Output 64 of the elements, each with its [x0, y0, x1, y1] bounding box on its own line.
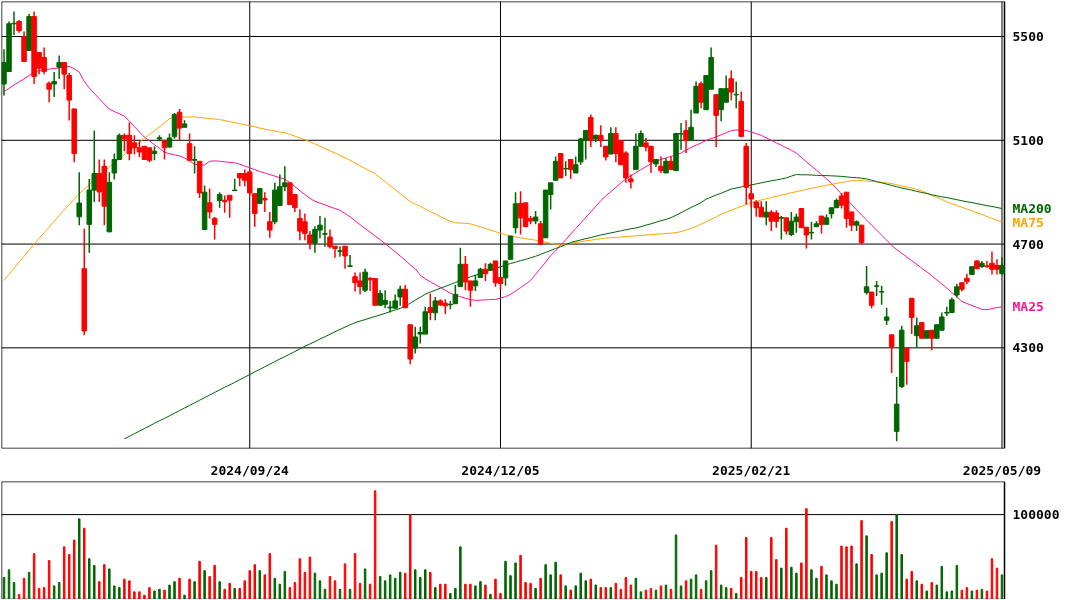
- y-tick-label: 5100: [1012, 132, 1044, 148]
- candlestick: [733, 80, 739, 109]
- candlestick: [191, 145, 198, 175]
- candlestick: [46, 80, 52, 103]
- candlestick: [863, 265, 870, 296]
- x-tick-label: 2025/05/09: [962, 462, 1042, 478]
- candlestick: [858, 224, 865, 246]
- candlestick: [913, 316, 920, 349]
- candlestick: [552, 155, 559, 181]
- x-tick-label: 2024/09/24: [210, 462, 290, 478]
- candlestick: [567, 158, 574, 180]
- candlestick: [96, 158, 103, 203]
- candlestick: [903, 347, 910, 386]
- candlestick: [517, 190, 524, 236]
- candlestick: [267, 211, 273, 239]
- candlestick: [171, 112, 178, 140]
- candlestick: [492, 260, 499, 288]
- y-tick-label: 5500: [1012, 29, 1044, 45]
- candlestick: [522, 202, 529, 228]
- y-tick-label: 4700: [1012, 236, 1044, 252]
- candlestick: [537, 220, 544, 246]
- y-tick-label: 100000: [1012, 507, 1060, 523]
- candlestick: [262, 191, 268, 213]
- candlestick: [778, 215, 785, 241]
- candlestick: [432, 296, 439, 322]
- candlestick: [226, 194, 233, 219]
- candlestick: [342, 245, 348, 270]
- candlestick: [929, 329, 935, 351]
- candlestick: [763, 200, 770, 226]
- series-label: MA25: [1012, 299, 1044, 315]
- x-tick-label: 2024/12/05: [461, 462, 540, 478]
- candlestick: [186, 132, 193, 162]
- candlestick: [768, 209, 775, 232]
- candlestick: [206, 187, 213, 220]
- candlestick: [502, 260, 509, 287]
- candlestick: [76, 171, 82, 226]
- candlestick: [683, 119, 689, 154]
- candlestick: [507, 235, 514, 261]
- candlestick: [427, 292, 434, 322]
- candlestick: [788, 211, 795, 237]
- y-tick-label: 4300: [1012, 340, 1044, 356]
- candlestick: [56, 54, 62, 80]
- candlestick: [878, 285, 885, 306]
- candlestick: [728, 69, 734, 102]
- candlestick: [352, 271, 358, 293]
- candlestick: [512, 191, 519, 235]
- candlestick: [608, 126, 614, 155]
- candlestick: [588, 113, 594, 148]
- candlestick: [462, 255, 469, 291]
- series-label: MA75: [1012, 214, 1044, 230]
- candlestick: [698, 80, 704, 109]
- candlestick: [888, 334, 895, 374]
- candlestick: [713, 93, 719, 148]
- candlestick: [211, 216, 218, 241]
- series-label: MA200: [1012, 201, 1052, 217]
- candlestick: [362, 267, 368, 293]
- line-series: [123, 174, 1003, 440]
- candlestick: [582, 129, 589, 161]
- x-tick-label: 2025/02/21: [712, 462, 791, 478]
- candlestick: [347, 254, 353, 268]
- candlestick: [337, 245, 343, 258]
- candlestick: [176, 108, 183, 142]
- candlestick: [51, 71, 57, 98]
- candlestick: [908, 297, 915, 335]
